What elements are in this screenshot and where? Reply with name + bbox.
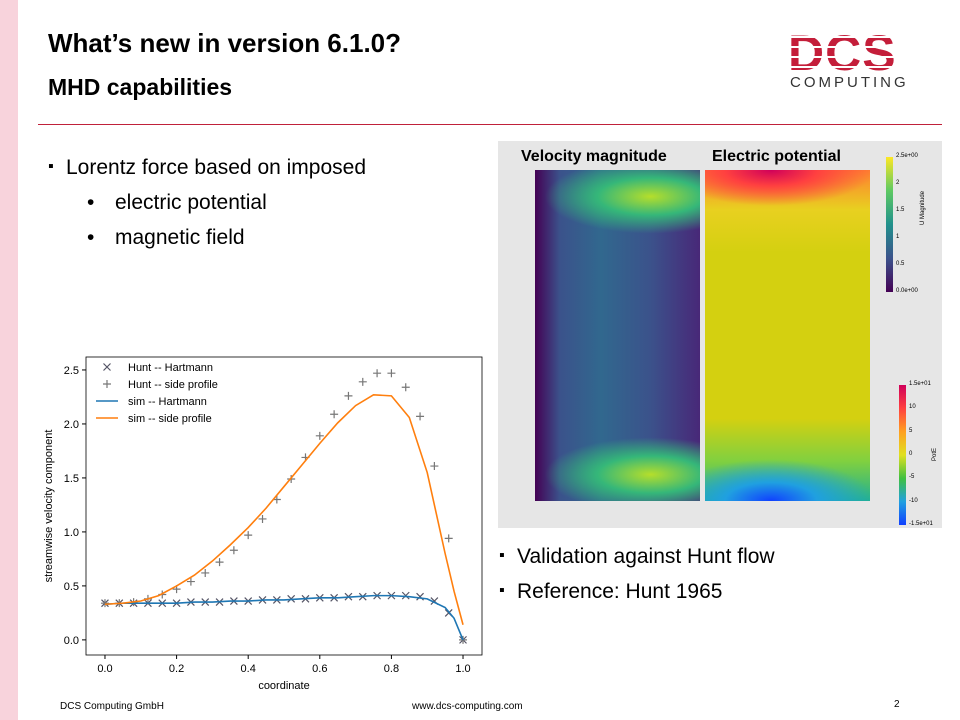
series-line bbox=[104, 594, 464, 641]
chart: 0.0 0.5 1.0 1.5 2.0 2.5 0.0 0.2 0.4 0.6 0.8 1.0 coor… bbox=[43, 356, 483, 692]
marker bbox=[315, 431, 324, 440]
marker bbox=[258, 514, 267, 523]
colorbar-title: PotE bbox=[932, 447, 938, 461]
legend-label: sim -- side profile bbox=[128, 413, 212, 425]
marker bbox=[344, 391, 353, 400]
y-tick-label: 1.0 bbox=[64, 527, 79, 539]
y-tick-label: 0.5 bbox=[64, 581, 79, 593]
bullet: Reference: Hunt 1965 bbox=[499, 580, 723, 604]
plot-frame bbox=[85, 356, 483, 656]
colorbar bbox=[886, 157, 893, 292]
figure-label: Electric potential bbox=[712, 148, 841, 165]
figure-label: Velocity magnitude bbox=[521, 148, 667, 165]
bullet: Lorentz force based on imposed bbox=[48, 156, 366, 180]
marker bbox=[330, 410, 339, 419]
y-tick-label: 2.5 bbox=[64, 365, 79, 377]
colorbar-tick-label: 2 bbox=[896, 180, 900, 186]
logo-subtext: COMPUTING bbox=[790, 74, 909, 91]
bullet: Validation against Hunt flow bbox=[499, 545, 775, 569]
x-tick-label: 0.2 bbox=[169, 663, 184, 675]
colorbar-tick-label: 10 bbox=[909, 404, 916, 411]
legend-marker bbox=[103, 363, 111, 371]
colorbar-tick-label: 2.5e+00 bbox=[896, 153, 918, 159]
marker bbox=[444, 534, 453, 543]
legend-label: Hunt -- side profile bbox=[128, 379, 218, 391]
colorbar-tick-label: 0 bbox=[909, 451, 913, 457]
colorbar-ticks: 2.5e+00 2 1.5 1 0.5 0.0e+00 bbox=[896, 153, 926, 294]
x-tick-label: 0.6 bbox=[312, 663, 327, 675]
footer-company: DCS Computing GmbH bbox=[60, 701, 164, 712]
marker bbox=[215, 558, 224, 567]
colorbar-tick-label: -5 bbox=[909, 474, 915, 481]
x-tick-label: 0.4 bbox=[241, 663, 256, 675]
colorbar-tick-label: 1 bbox=[896, 234, 900, 240]
colorbar-tick-label: 0.5 bbox=[896, 261, 905, 267]
velocity-plot bbox=[535, 170, 700, 501]
page-number: 2 bbox=[894, 699, 900, 710]
colorbar-tick-label: 1.5 bbox=[896, 207, 905, 213]
series-line bbox=[104, 393, 464, 625]
colorbar-tick-label: 0.0e+00 bbox=[896, 288, 918, 294]
sub-bullet: magnetic field bbox=[87, 226, 244, 250]
header-rule bbox=[38, 124, 942, 125]
colorbar-tick-label: 5 bbox=[909, 427, 913, 434]
logo-text: DCS bbox=[788, 25, 897, 81]
marker bbox=[416, 592, 424, 601]
y-tick-label: 1.5 bbox=[64, 473, 79, 485]
colorbar-tick-label: -1.5e+01 bbox=[909, 521, 933, 527]
y-tick-label: 2.0 bbox=[64, 419, 79, 431]
marker bbox=[244, 531, 253, 540]
y-axis-label: streamwise velocity component bbox=[43, 430, 55, 583]
x-tick-label: 0.0 bbox=[97, 663, 112, 675]
legend-label: sim -- Hartmann bbox=[128, 396, 207, 408]
marker bbox=[401, 591, 410, 600]
marker bbox=[416, 412, 425, 421]
colorbar-title: U Magnitude bbox=[920, 190, 926, 225]
title: What’s new in version 6.1.0? bbox=[48, 28, 402, 58]
potential-plot bbox=[705, 170, 870, 501]
marker bbox=[387, 369, 396, 378]
colorbar-tick-label: -10 bbox=[909, 497, 918, 504]
x-tick-label: 1.0 bbox=[455, 663, 470, 675]
legend-marker bbox=[103, 380, 111, 388]
y-tick-label: 0.0 bbox=[64, 635, 79, 647]
marker bbox=[401, 383, 410, 392]
colorbar bbox=[899, 385, 906, 525]
side-strip bbox=[0, 0, 18, 720]
figure: Velocity magnitude Electric potential 2.… bbox=[498, 141, 942, 528]
marker bbox=[430, 462, 439, 471]
marker bbox=[358, 377, 367, 386]
footer-url: www.dcs-computing.com bbox=[412, 701, 523, 712]
colorbar-tick-label: 1.5e+01 bbox=[909, 381, 931, 387]
marker bbox=[201, 568, 210, 577]
sub-bullet: electric potential bbox=[87, 191, 267, 215]
colorbar-ticks: 1.5e+01 10 5 0 -5 -10 -1.5e+01 bbox=[909, 381, 939, 527]
legend-label: Hunt -- Hartmann bbox=[128, 362, 213, 374]
x-tick-label: 0.8 bbox=[384, 663, 399, 675]
marker bbox=[100, 599, 109, 608]
subtitle: MHD capabilities bbox=[48, 74, 233, 100]
marker bbox=[229, 546, 238, 555]
marker bbox=[186, 577, 195, 586]
x-axis-label: coordinate bbox=[258, 680, 309, 692]
marker bbox=[373, 369, 382, 378]
